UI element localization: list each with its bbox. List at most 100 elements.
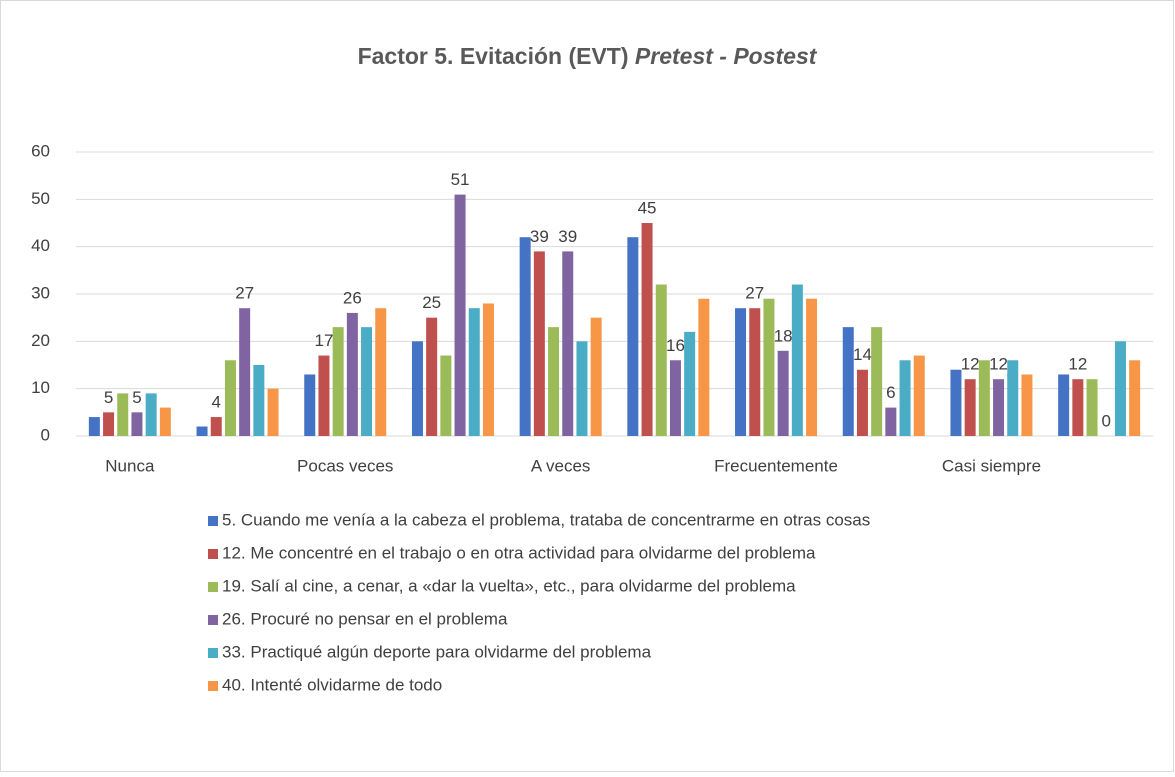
legend-label: 33. Practiqué algún deporte para olvidar…	[222, 642, 652, 661]
bar	[684, 331, 696, 436]
bar	[332, 327, 344, 436]
bar	[806, 298, 818, 436]
legend-swatch	[208, 516, 218, 526]
x-tick-label: Pocas veces	[297, 456, 393, 475]
legend-swatch	[208, 648, 218, 658]
title-italic: Pretest - Postest	[635, 43, 818, 69]
bar	[993, 379, 1005, 436]
legend-label: 40. Intenté olvidarme de todo	[222, 675, 442, 694]
bar	[533, 251, 545, 436]
data-label: 45	[638, 198, 657, 217]
x-tick-label: Nunca	[105, 456, 155, 475]
bar	[482, 303, 494, 436]
bar	[749, 308, 761, 436]
bar	[698, 298, 710, 436]
data-label: 17	[314, 331, 333, 350]
bar	[131, 412, 143, 436]
data-label: 0	[1102, 411, 1111, 430]
bar	[1086, 379, 1098, 436]
data-label: 12	[1068, 355, 1087, 374]
data-label: 14	[853, 345, 872, 364]
y-tick-label: 40	[31, 236, 50, 255]
title-main: Factor 5. Evitación (EVT)	[358, 43, 629, 69]
bar	[1021, 374, 1033, 436]
bar	[304, 374, 316, 436]
x-tick-label: Frecuentemente	[714, 456, 838, 475]
data-label: 5	[104, 388, 113, 407]
bar	[346, 312, 358, 436]
legend-label: 12. Me concentré en el trabajo o en otra…	[222, 543, 816, 562]
bar	[411, 341, 423, 436]
data-label: 6	[886, 383, 895, 402]
bar	[964, 379, 976, 436]
bar	[426, 317, 438, 436]
bar	[842, 327, 854, 436]
bar	[468, 308, 480, 436]
data-label: 12	[989, 355, 1008, 374]
x-tick-label: A veces	[531, 456, 591, 475]
bar	[562, 251, 574, 436]
bar	[1129, 360, 1141, 436]
bar	[1072, 379, 1084, 436]
bar	[1058, 374, 1070, 436]
data-label: 4	[212, 393, 221, 412]
bar	[519, 237, 531, 436]
bar	[117, 393, 129, 436]
bar	[763, 298, 775, 436]
data-label: 12	[961, 355, 980, 374]
bar	[856, 369, 868, 436]
bar	[576, 341, 588, 436]
bar	[913, 355, 925, 436]
bar	[159, 407, 171, 436]
bar	[375, 308, 387, 436]
legend-swatch	[208, 615, 218, 625]
bar	[454, 194, 466, 436]
y-tick-label: 0	[41, 425, 50, 444]
bar	[1114, 341, 1126, 436]
bar	[210, 417, 222, 436]
bar	[791, 284, 803, 436]
legend-swatch	[208, 549, 218, 559]
legend-label: 26. Procuré no pensar en el problema	[222, 609, 508, 628]
x-tick-label: Casi siempre	[942, 456, 1041, 475]
bar	[1007, 360, 1019, 436]
legend-label: 5. Cuando me venía a la cabeza el proble…	[222, 510, 870, 529]
bar	[669, 360, 681, 436]
bar	[655, 284, 667, 436]
bar	[978, 360, 990, 436]
legend-swatch	[208, 582, 218, 592]
bar	[871, 327, 883, 436]
bar	[196, 426, 208, 436]
data-label: 39	[558, 227, 577, 246]
bar	[548, 327, 560, 436]
data-label: 16	[666, 336, 685, 355]
legend-label: 19. Salí al cine, a cenar, a «dar la vue…	[222, 576, 796, 595]
data-label: 27	[235, 284, 254, 303]
y-tick-label: 50	[31, 189, 50, 208]
y-tick-label: 30	[31, 283, 50, 302]
bar	[735, 308, 747, 436]
bar	[224, 360, 236, 436]
bar	[777, 350, 789, 436]
bar	[88, 417, 100, 436]
y-tick-label: 10	[31, 378, 50, 397]
bar	[627, 237, 639, 436]
bar	[103, 412, 115, 436]
legend-swatch	[208, 681, 218, 691]
data-label: 27	[745, 284, 764, 303]
bar	[641, 223, 653, 436]
bar	[885, 407, 897, 436]
data-label: 5	[132, 388, 141, 407]
data-label: 25	[422, 293, 441, 312]
data-label: 51	[451, 170, 470, 189]
bar	[253, 365, 265, 436]
chart-title: Factor 5. Evitación (EVT) Pretest - Post…	[358, 43, 818, 69]
bar	[590, 317, 602, 436]
y-tick-label: 20	[31, 331, 50, 350]
y-tick-label: 60	[31, 141, 50, 160]
bar	[239, 308, 251, 436]
bar	[899, 360, 911, 436]
data-label: 26	[343, 288, 362, 307]
data-label: 18	[774, 326, 793, 345]
